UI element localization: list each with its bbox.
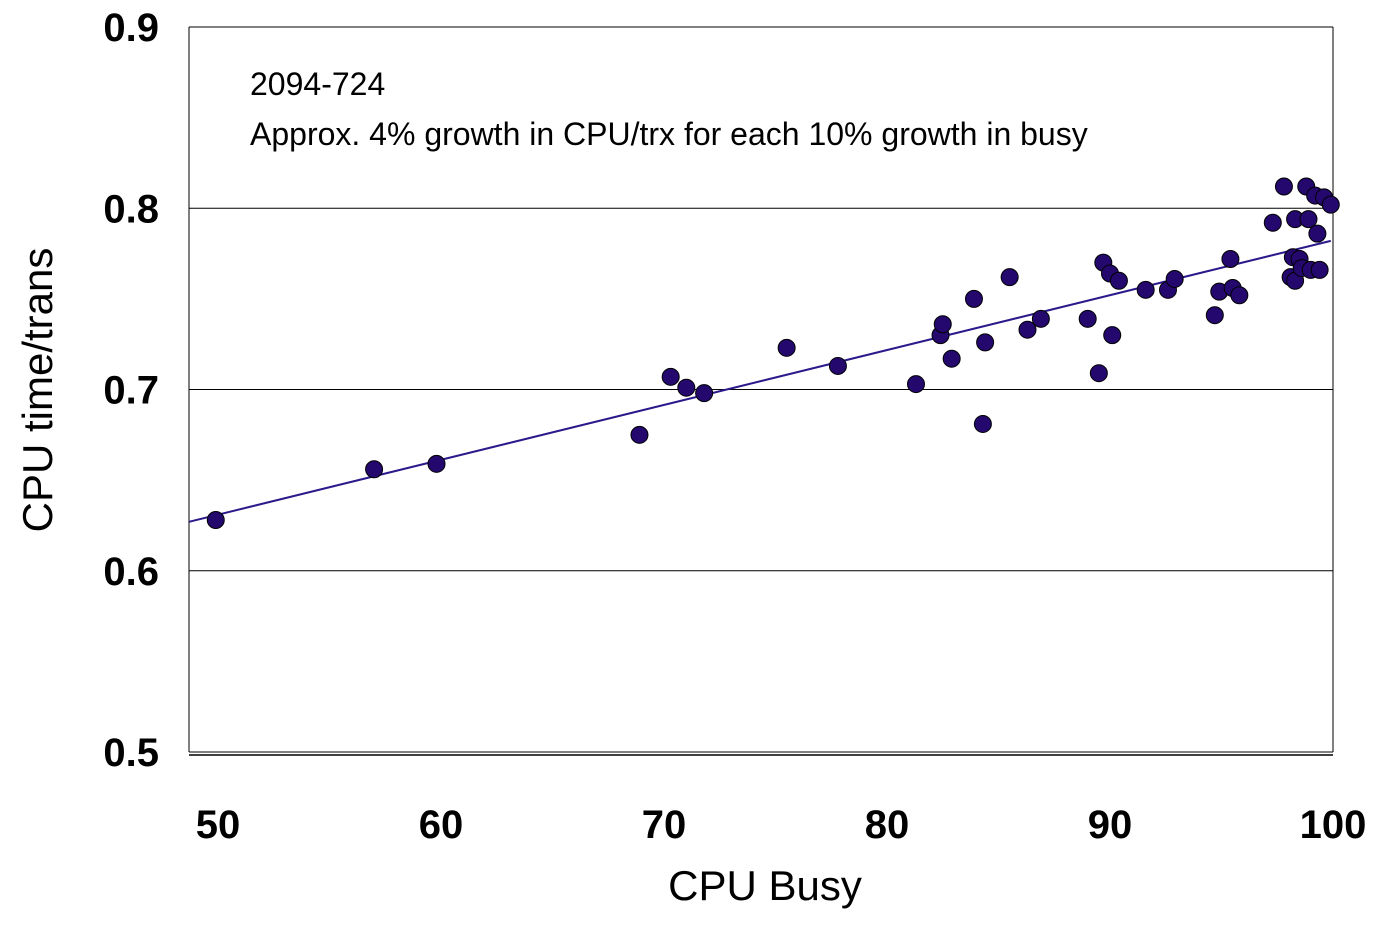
- data-point: [630, 425, 649, 444]
- data-point: [1165, 269, 1184, 288]
- data-point: [1274, 177, 1293, 196]
- data-point: [1308, 224, 1327, 243]
- data-point: [695, 384, 714, 403]
- data-point: [942, 349, 961, 368]
- y-tick-label: 0.5: [103, 731, 159, 775]
- x-tick-label: 80: [865, 803, 910, 847]
- y-tick-label: 0.9: [103, 6, 159, 50]
- data-point: [1230, 286, 1249, 305]
- y-tick-label: 0.8: [103, 187, 159, 231]
- x-tick-label: 100: [1300, 803, 1367, 847]
- data-point: [661, 367, 680, 386]
- data-point: [1136, 280, 1155, 299]
- data-point: [1000, 268, 1019, 287]
- x-tick-label: 90: [1088, 803, 1133, 847]
- data-point: [976, 333, 995, 352]
- y-tick-label: 0.7: [103, 369, 159, 413]
- x-tick-label: 50: [196, 803, 241, 847]
- annotation: Approx. 4% growth in CPU/trx for each 10…: [250, 116, 1088, 152]
- data-point: [427, 454, 446, 473]
- data-point: [1221, 250, 1240, 268]
- data-point: [973, 414, 992, 433]
- data-point: [1089, 364, 1108, 383]
- data-point: [964, 289, 983, 308]
- trend-line: [188, 239, 1332, 523]
- data-point: [1109, 271, 1128, 290]
- x-axis-label: CPU Busy: [668, 862, 862, 909]
- data-point: [906, 375, 925, 394]
- data-point: [1299, 210, 1318, 229]
- data-point: [677, 378, 696, 397]
- data-point: [1018, 320, 1037, 339]
- y-tick-label: 0.6: [103, 550, 159, 594]
- data-point: [1078, 309, 1097, 328]
- annotation: 2094-724: [250, 66, 385, 102]
- data-point: [828, 356, 847, 375]
- data-point: [933, 315, 952, 334]
- x-tick-label: 70: [642, 803, 687, 847]
- data-point: [1205, 306, 1224, 325]
- y-axis-label: CPU time/trans: [14, 248, 61, 533]
- data-point: [777, 338, 796, 357]
- data-point: [206, 511, 225, 529]
- x-tick-label: 60: [419, 803, 464, 847]
- data-point: [1263, 213, 1282, 232]
- data-point: [1103, 326, 1122, 345]
- data-point: [365, 460, 384, 479]
- data-point: [1031, 309, 1050, 328]
- data-point: [1321, 195, 1340, 214]
- data-point: [1310, 260, 1329, 279]
